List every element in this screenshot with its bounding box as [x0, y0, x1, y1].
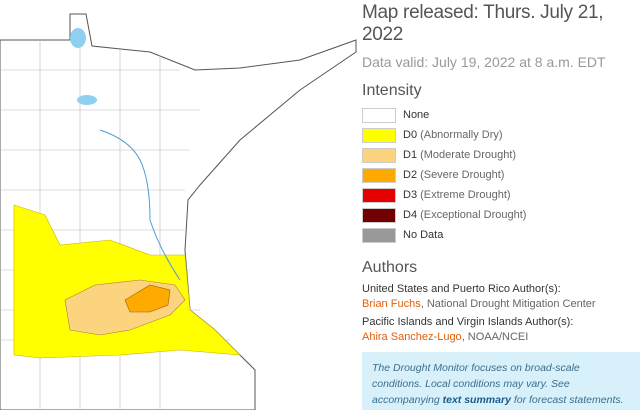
legend-desc: (Moderate Drought) — [420, 149, 517, 161]
legend-item: None — [362, 105, 640, 125]
legend: None D0 (Abnormally Dry) D1 (Moderate Drough… — [362, 105, 640, 245]
legend-item: D1 (Moderate Drought) — [362, 145, 640, 165]
river — [99, 129, 181, 281]
legend-swatch — [362, 227, 396, 243]
legend-desc: (Abnormally Dry) — [420, 129, 503, 141]
legend-code: D4 — [403, 209, 418, 221]
author-name[interactable]: Ahira Sanchez-Lugo — [362, 331, 462, 343]
legend-code: D1 — [403, 149, 418, 161]
lake — [77, 95, 97, 105]
author-name[interactable]: Brian Fuchs — [362, 298, 421, 310]
legend-desc: (Extreme Drought) — [420, 189, 511, 201]
note-text: for forecast statements. — [510, 394, 624, 406]
legend-swatch — [362, 127, 396, 143]
legend-code: No Data — [403, 229, 444, 241]
legend-item: No Data — [362, 225, 640, 245]
d2-area — [124, 284, 171, 313]
legend-swatch — [362, 207, 396, 223]
author-heading: Pacific Islands and Virgin Islands Autho… — [362, 316, 574, 328]
legend-desc: (Exceptional Drought) — [420, 209, 527, 221]
note-link[interactable]: text summary — [442, 394, 511, 406]
legend-item: D2 (Severe Drought) — [362, 165, 640, 185]
legend-title: Intensity — [362, 82, 422, 99]
legend-code: D0 — [403, 129, 418, 141]
authors-title: Authors — [362, 259, 418, 276]
info-panel: Map released: Thurs. July 21, 2022 Data … — [362, 0, 640, 343]
legend-code: D2 — [403, 169, 418, 181]
legend-item: D4 (Exceptional Drought) — [362, 205, 640, 225]
legend-item: D0 (Abnormally Dry) — [362, 125, 640, 145]
legend-swatch — [362, 187, 396, 203]
valid-date: Data valid: July 19, 2022 at 8 a.m. EDT — [362, 54, 606, 70]
legend-item: D3 (Extreme Drought) — [362, 185, 640, 205]
legend-desc: (Severe Drought) — [420, 169, 505, 181]
author-org: , National Drought Mitigation Center — [420, 298, 596, 310]
note: The Drought Monitor focuses on broad-sca… — [362, 352, 640, 410]
legend-swatch — [362, 167, 396, 183]
legend-swatch — [362, 147, 396, 163]
legend-code: D3 — [403, 189, 418, 201]
legend-swatch — [362, 107, 396, 123]
author-heading: United States and Puerto Rico Author(s): — [362, 283, 561, 295]
note-text: The Drought Monitor focuses on broad-sca… — [372, 362, 580, 406]
author-line: Brian Fuchs, National Drought Mitigation… — [362, 298, 640, 310]
authors: United States and Puerto Rico Author(s):… — [362, 283, 640, 343]
author-org: , NOAA/NCEI — [461, 331, 529, 343]
legend-code: None — [403, 109, 430, 121]
lake — [70, 28, 86, 48]
map-title: Map released: Thurs. July 21, 2022 — [362, 2, 604, 45]
author-line: Ahira Sanchez-Lugo, NOAA/NCEI — [362, 331, 640, 343]
map — [0, 13, 357, 410]
